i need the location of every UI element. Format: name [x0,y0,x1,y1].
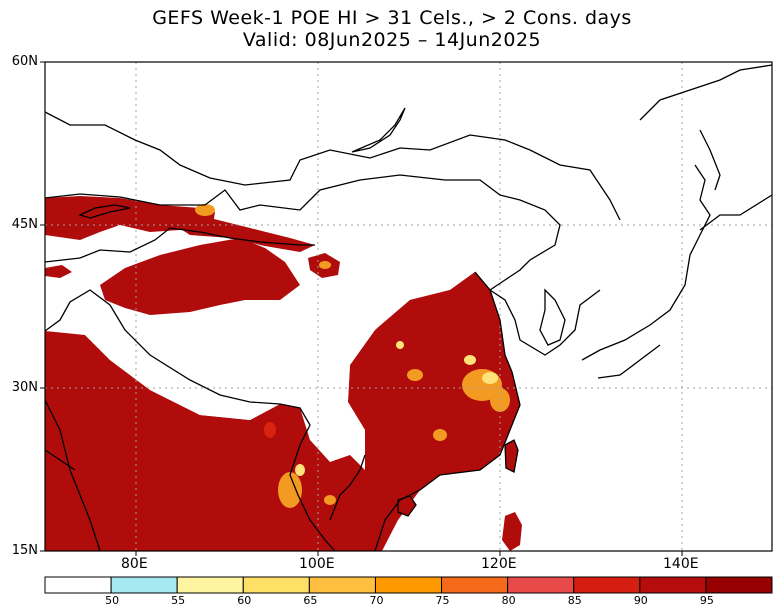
map-area [40,61,773,556]
colorbar-swatch [110,576,178,594]
map-frame [44,61,773,552]
lat-label: 60N [11,54,38,69]
region-fill-taiwan [505,440,518,472]
region-fill-east-china [348,272,520,475]
region-fill-fergana [45,265,72,278]
colorbar-swatch [374,576,443,594]
colorbar-label: 80 [501,594,516,607]
graticule [45,62,772,551]
map-title: GEFS Week-1 POE HI > 31 Cels., > 2 Cons.… [152,7,632,29]
colorbar-swatch [639,576,707,594]
colorbar [44,576,773,594]
colorbar-label: 60 [237,594,252,607]
colorbar-swatch [573,576,641,594]
borders [44,64,773,552]
tick-marks [40,61,683,556]
colorbar-swatch [44,576,112,594]
lat-label: 45N [11,217,38,232]
colorbar-swatch [242,576,310,594]
colorbar-swatch [308,576,376,594]
lon-label: 140E [663,556,699,572]
colorbar-swatch [441,576,509,594]
lon-label: 120E [481,556,517,572]
colorbar-swatch [176,576,244,594]
map-subtitle: Valid: 08Jun2025 – 14Jun2025 [242,29,542,51]
region-fill-luzon [502,512,522,551]
colorbar-label: 90 [633,594,648,607]
high-value-patches [195,204,510,508]
lon-label: 100E [299,556,335,572]
colorbar-label: 70 [369,594,384,607]
colorbar-label: 55 [171,594,186,607]
colorbar-label: 95 [699,594,714,607]
lat-label: 15N [11,543,38,558]
colorbar-label: 65 [303,594,318,607]
colorbar-swatch [705,576,773,594]
colorbar-label: 50 [105,594,120,607]
colorbar-swatch [507,576,575,594]
region-fill-tarim [100,238,300,315]
region-fill-kazakh [45,196,215,240]
colorbar-label: 85 [567,594,582,607]
colorbar-label: 75 [435,594,450,607]
lon-label: 80E [121,556,148,572]
lat-label: 30N [11,380,38,395]
region-hole-tibet [60,280,405,455]
